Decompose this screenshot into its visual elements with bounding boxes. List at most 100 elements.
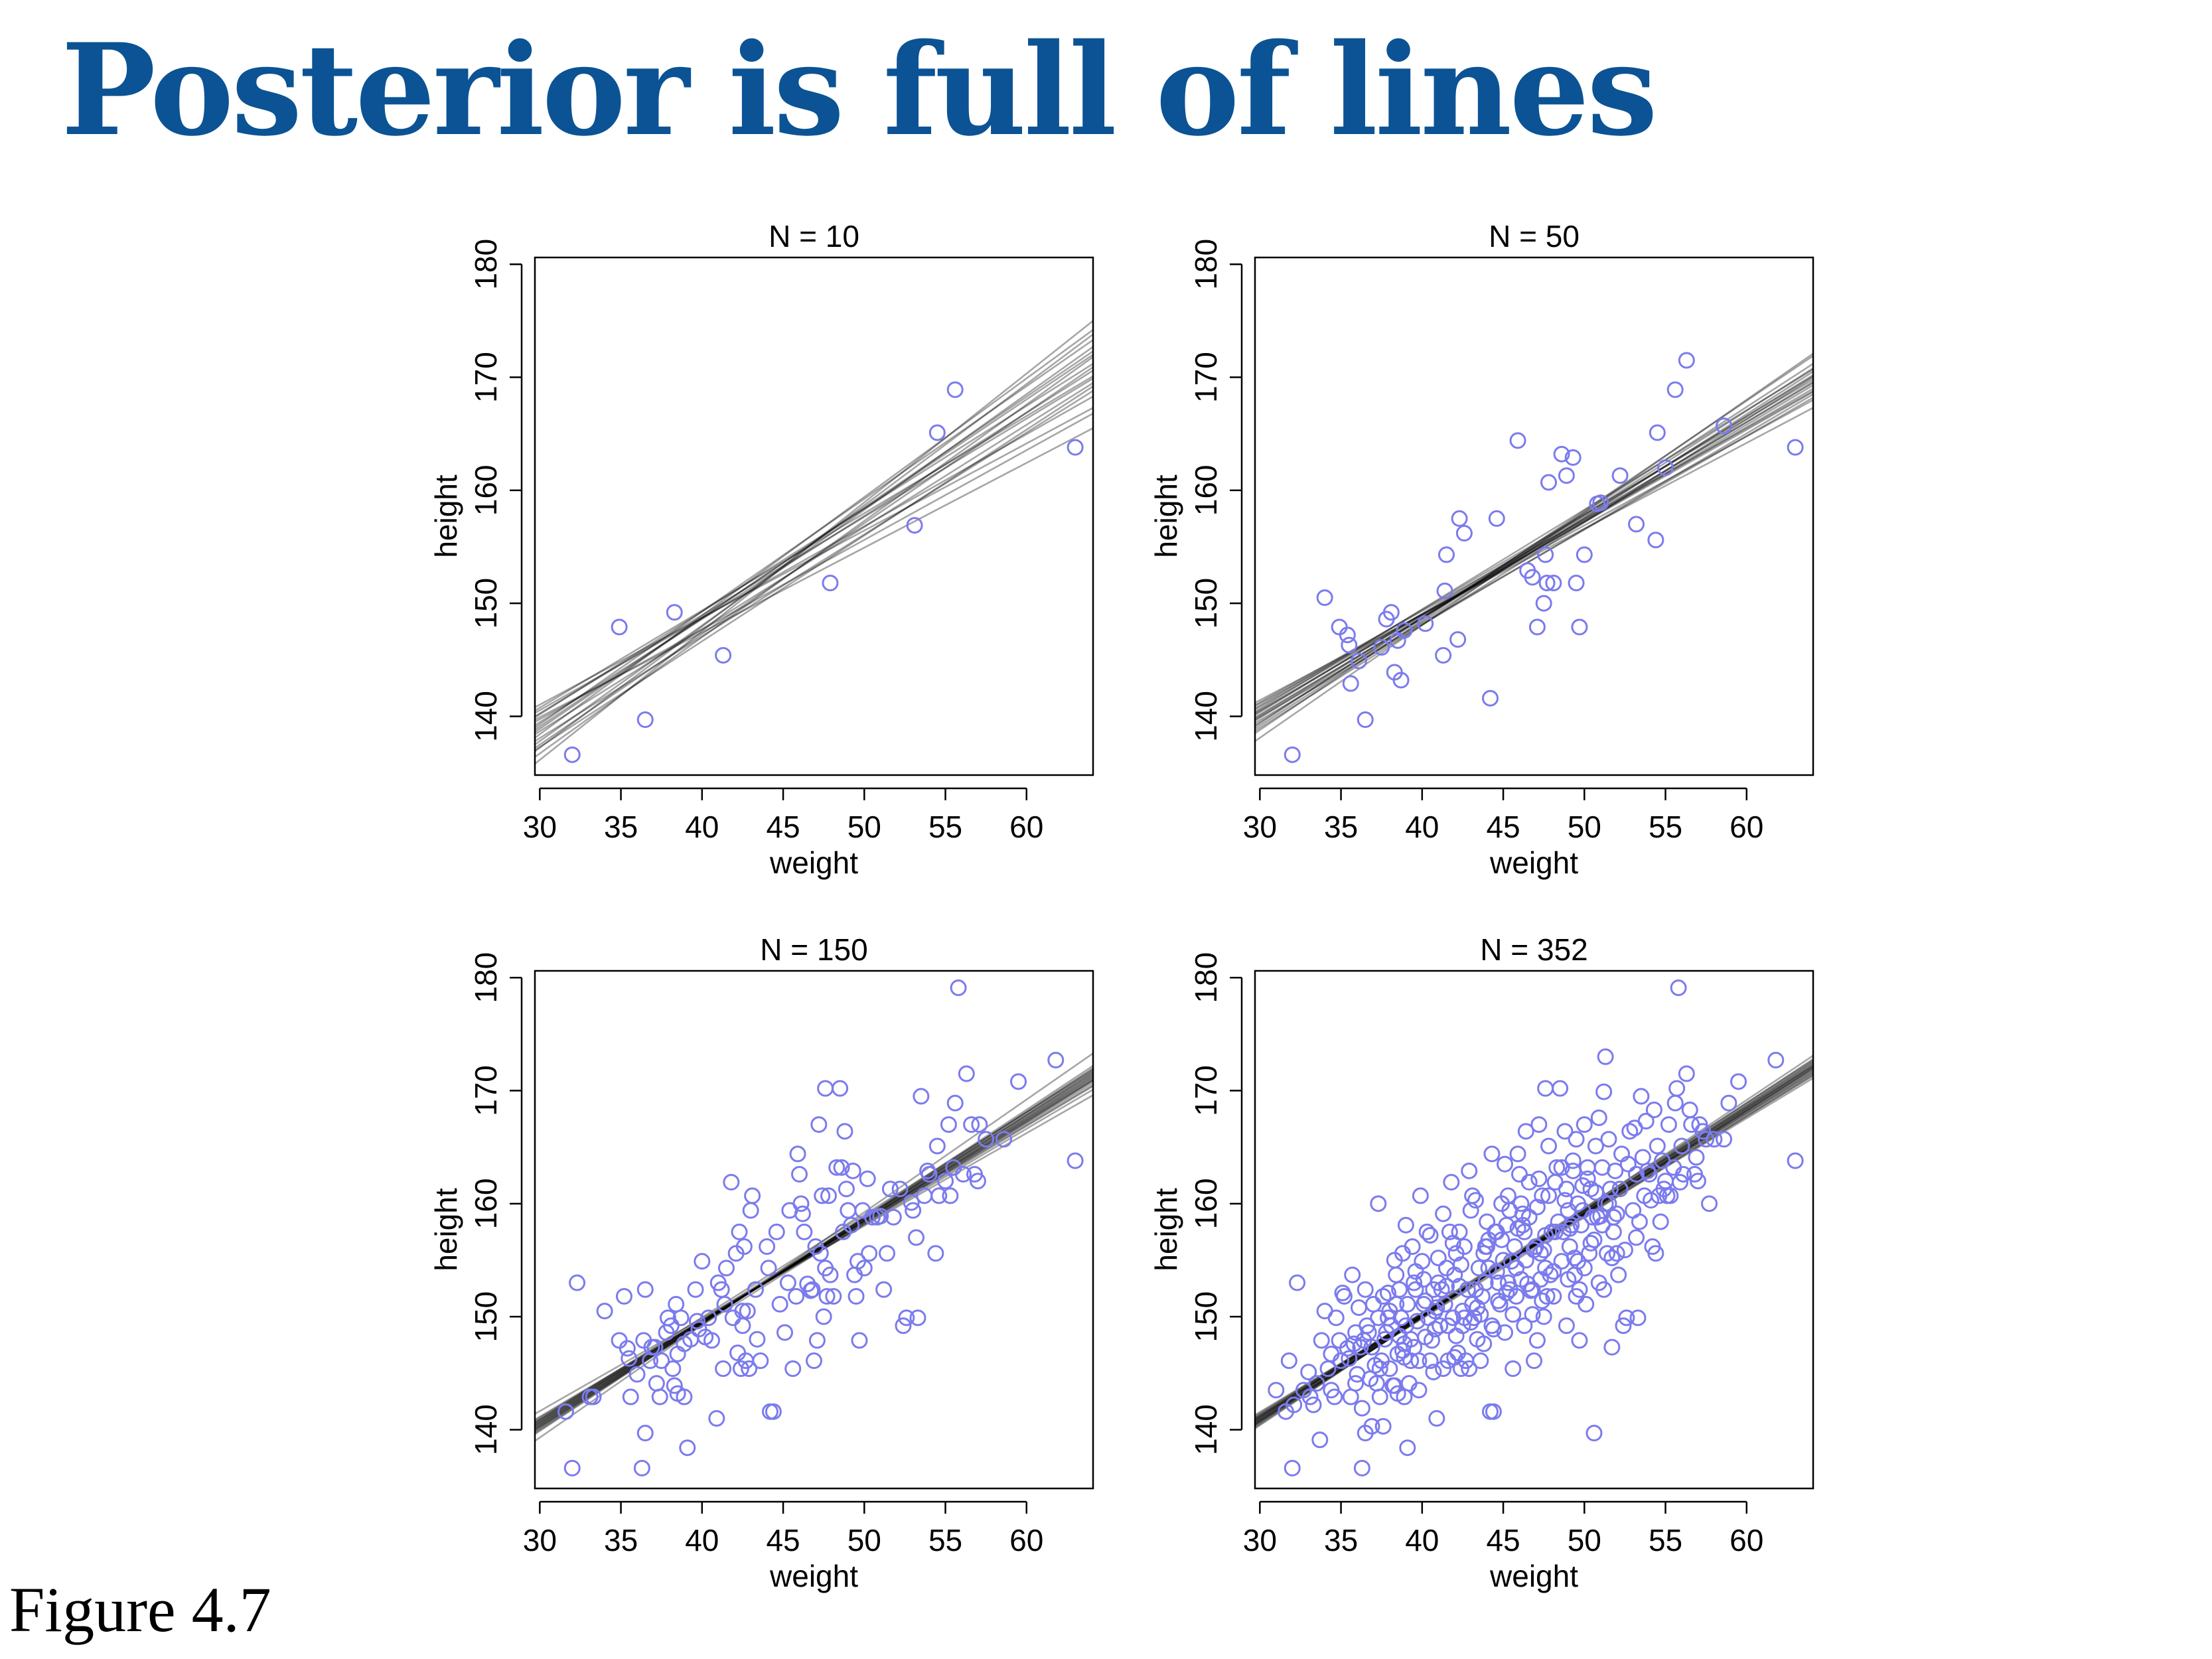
data-point	[1341, 1350, 1358, 1367]
x-tick-label: 35	[1324, 1523, 1358, 1557]
data-point	[995, 1131, 1013, 1148]
data-point	[971, 1116, 988, 1133]
data-point	[1553, 445, 1570, 463]
posterior-line	[1255, 368, 1813, 713]
data-points	[1284, 352, 1804, 763]
y-tick-label: 160	[1189, 465, 1223, 516]
data-point	[1455, 1238, 1473, 1256]
posterior-line	[535, 350, 1093, 733]
data-point	[1511, 1166, 1528, 1183]
data-point	[1353, 1459, 1370, 1477]
x-tick-label: 55	[928, 1523, 962, 1557]
data-point	[908, 1229, 925, 1246]
data-point	[1571, 1332, 1588, 1349]
data-point	[788, 1287, 805, 1305]
data-point	[642, 1352, 659, 1370]
data-point	[687, 1281, 704, 1298]
y-tick-label: 160	[469, 1178, 503, 1229]
data-point	[1587, 1137, 1604, 1155]
data-point	[1585, 1425, 1603, 1442]
data-point	[1576, 546, 1593, 563]
y-tick-label: 170	[469, 1065, 503, 1116]
data-point	[715, 1360, 732, 1377]
data-point	[905, 1202, 922, 1219]
data-point	[1689, 1173, 1706, 1190]
data-point	[1558, 467, 1575, 484]
data-point	[768, 1223, 785, 1240]
y-tick-label: 180	[1189, 952, 1223, 1003]
data-point	[760, 1260, 777, 1277]
data-point	[840, 1202, 857, 1219]
data-point	[1610, 1266, 1627, 1283]
data-point	[776, 1324, 793, 1341]
data-point	[708, 1409, 725, 1427]
data-point	[759, 1238, 776, 1256]
data-point	[875, 1281, 893, 1298]
data-point	[1548, 1159, 1566, 1176]
data-point	[1397, 1317, 1414, 1334]
data-point	[1564, 449, 1582, 466]
data-point	[1520, 1173, 1538, 1190]
data-point	[1493, 1231, 1511, 1248]
data-point	[1508, 1260, 1525, 1277]
data-point	[636, 1425, 654, 1442]
data-point	[1451, 1277, 1468, 1295]
data-point	[945, 1159, 962, 1176]
data-point	[1558, 1181, 1575, 1198]
data-point	[611, 1332, 628, 1349]
data-point	[836, 1123, 853, 1140]
posterior-line	[535, 370, 1093, 727]
posterior-line	[535, 356, 1093, 758]
x-tick-label: 50	[848, 1523, 881, 1557]
data-point	[1615, 1317, 1632, 1334]
data-point	[946, 381, 964, 398]
data-point	[1528, 1332, 1546, 1349]
data-point	[1603, 1338, 1621, 1356]
posterior-line	[535, 1052, 1093, 1442]
data-point	[1449, 631, 1467, 648]
data-point	[792, 1195, 810, 1212]
data-point	[1706, 1131, 1723, 1148]
data-point	[1449, 1344, 1467, 1362]
data-point	[1592, 494, 1609, 512]
data-point	[1357, 1281, 1374, 1298]
x-tick-label: 60	[1730, 810, 1763, 844]
data-point	[1485, 1321, 1502, 1338]
y-tick-label: 180	[469, 952, 503, 1003]
data-point	[1505, 1360, 1522, 1377]
y-tick-label: 140	[1189, 1404, 1223, 1455]
data-point	[622, 1388, 639, 1406]
posterior-line	[535, 333, 1093, 753]
data-point	[1467, 1192, 1484, 1209]
data-point	[569, 1274, 586, 1291]
posterior-line	[1255, 397, 1813, 721]
posterior-line	[1255, 384, 1813, 719]
data-point	[666, 604, 683, 621]
data-point	[771, 1295, 788, 1313]
data-point	[913, 1088, 930, 1105]
data-point	[1350, 652, 1367, 670]
data-point	[1556, 1123, 1574, 1140]
data-point	[1564, 1152, 1582, 1169]
data-point	[1379, 1284, 1396, 1301]
data-point	[729, 1344, 747, 1362]
data-point	[1628, 516, 1645, 533]
data-point	[1382, 604, 1400, 621]
data-point	[1524, 569, 1541, 586]
x-tick-label: 40	[685, 810, 719, 844]
data-point	[744, 1187, 761, 1204]
y-tick-label: 150	[469, 1291, 503, 1342]
data-point	[1524, 1281, 1541, 1298]
data-point	[1545, 1287, 1562, 1305]
x-axis-title: weight	[1489, 845, 1578, 880]
data-point	[636, 1281, 654, 1298]
posterior-line	[535, 346, 1093, 746]
data-point	[1516, 1317, 1533, 1334]
data-point	[1585, 1231, 1603, 1248]
data-point	[1657, 459, 1674, 476]
data-point	[1616, 1242, 1633, 1259]
data-point	[927, 1245, 944, 1262]
data-point	[1647, 1245, 1664, 1262]
plot-frame	[1254, 970, 1814, 1490]
